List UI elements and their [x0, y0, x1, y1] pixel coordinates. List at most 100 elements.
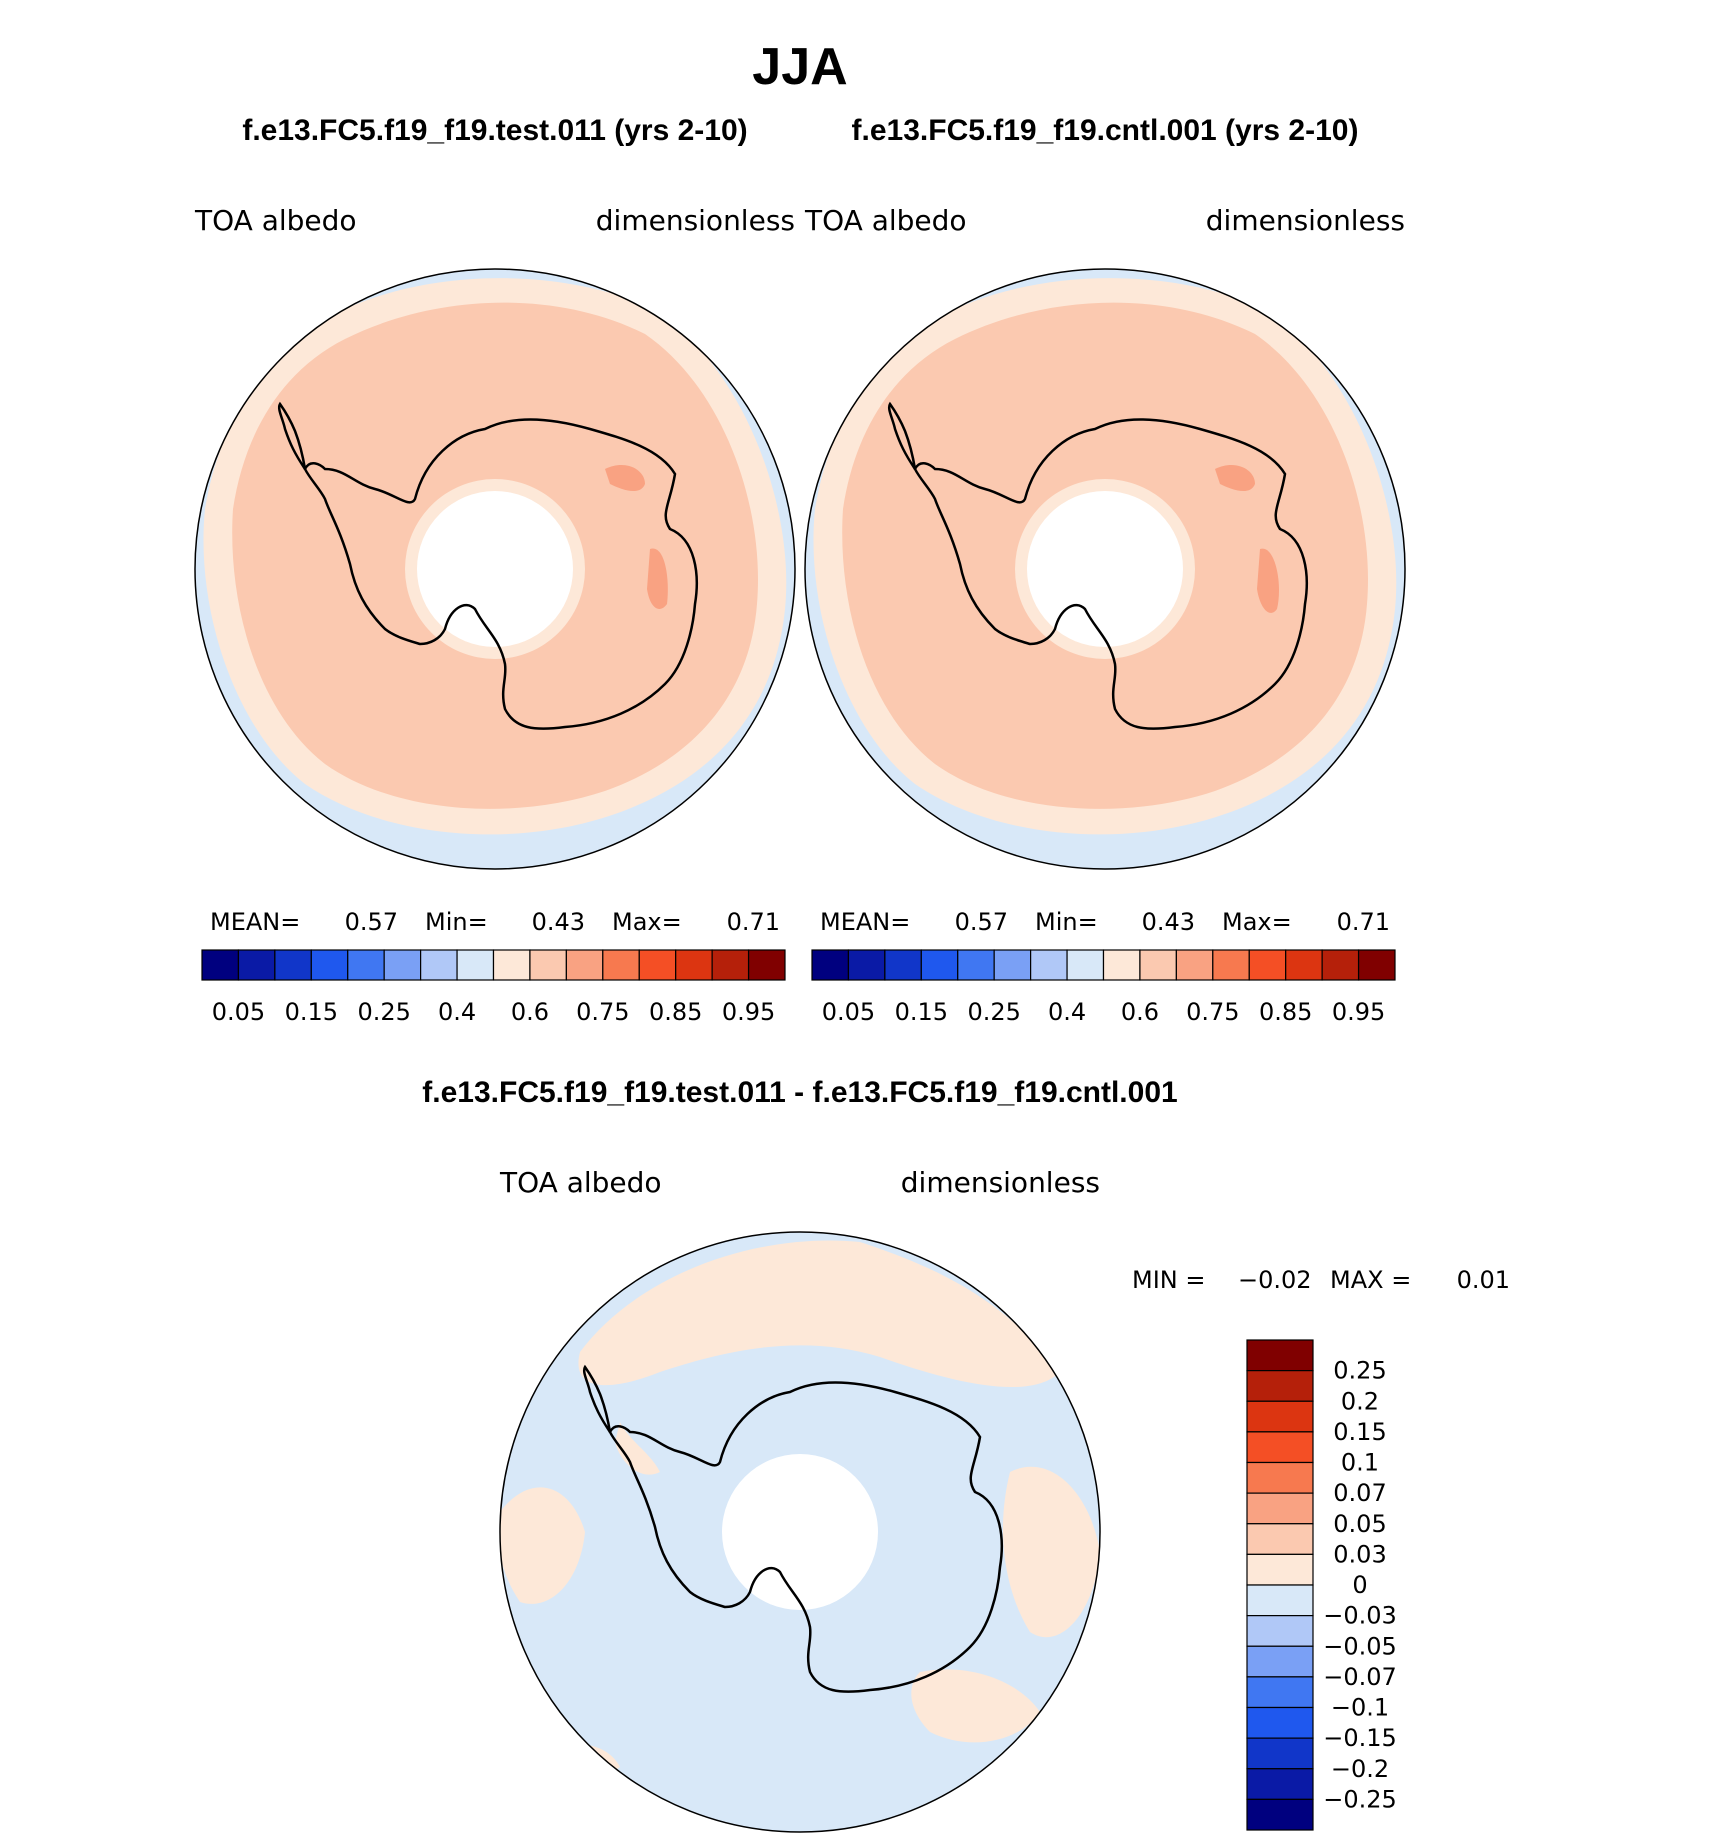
colorbar-right-tick-label: 0.95 [1332, 998, 1385, 1026]
map-right [804, 268, 1406, 870]
map-diff-pole-hole [722, 1454, 878, 1610]
panel-diff-case-title: f.e13.FC5.f19_f19.test.011 - f.e13.FC5.f… [422, 1076, 1177, 1109]
diff-min-label: MIN = [1132, 1266, 1205, 1294]
colorbar-left-swatch [310, 949, 349, 981]
panel-left-units: dimensionless [596, 204, 795, 237]
stat-min-label: Min= [1035, 908, 1098, 936]
stat-mean-value: 0.57 [955, 908, 1008, 936]
colorbar-right-tick-label: 0.6 [1121, 998, 1159, 1026]
colorbar-left-swatch [529, 949, 567, 981]
colorbar-diff-tick-label: 0.25 [1333, 1357, 1386, 1385]
colorbar-diff-tick-label: −0.25 [1323, 1785, 1397, 1813]
stat-min-value: 0.43 [1142, 908, 1195, 936]
colorbar-right-swatch [884, 949, 922, 981]
stat-max-value: 0.71 [727, 908, 780, 936]
colorbar-left-swatch [383, 949, 422, 981]
diff-max-value: 0.01 [1457, 1266, 1510, 1294]
stat-min-label: Min= [425, 908, 488, 936]
colorbar-right-swatch [1321, 949, 1360, 981]
colorbar-left-tick-label: 0.85 [649, 998, 702, 1026]
colorbar-left-swatch [456, 949, 495, 981]
stat-mean-label: MEAN= [210, 908, 300, 936]
colorbar-left-swatch [711, 949, 750, 981]
colorbar-diff-tick-label: −0.05 [1323, 1632, 1397, 1660]
colorbar-diff-swatch [1246, 1798, 1314, 1831]
colorbar-right-swatch [1285, 949, 1323, 981]
map-left-border [194, 268, 796, 870]
map-diff-patch-west [500, 1487, 585, 1604]
colorbar-diff-tick-label: −0.03 [1323, 1602, 1397, 1630]
colorbar-left-swatch [274, 949, 312, 981]
stat-mean-label: MEAN= [820, 908, 910, 936]
main-title: JJA [752, 38, 847, 96]
map-diff-patch-peninsula [615, 1422, 660, 1475]
map-diff-patch-southeast [911, 1669, 1040, 1743]
colorbar-left-tick-label: 0.6 [511, 998, 549, 1026]
panel-right-stats: MEAN= 0.57 Min= 0.43 Max= 0.71 [820, 908, 1390, 936]
colorbar-right-swatch [1030, 949, 1068, 981]
panel-diff-minmax: MIN = −0.02 MAX = 0.01 [1132, 1266, 1510, 1294]
panel-left-case-title: f.e13.FC5.f19_f19.test.011 (yrs 2-10) [242, 114, 747, 147]
colorbar-diff-swatch [1246, 1523, 1314, 1555]
colorbar-left-tick-label: 0.4 [438, 998, 476, 1026]
panel-left: f.e13.FC5.f19_f19.test.011 (yrs 2-10) TO… [194, 114, 796, 1026]
colorbar-left-tick-label: 0.75 [576, 998, 629, 1026]
map-right-border [804, 268, 1406, 870]
map-right-pole-hole [1027, 491, 1183, 647]
colorbar-right-swatch [1102, 949, 1141, 981]
colorbar-right-swatch [1357, 949, 1396, 981]
panel-left-stats: MEAN= 0.57 Min= 0.43 Max= 0.71 [210, 908, 780, 936]
colorbar-left-tick-label: 0.05 [212, 998, 265, 1026]
colorbar-left-swatch [638, 949, 677, 981]
colorbar-left-tick-label: 0.15 [285, 998, 338, 1026]
panel-diff: f.e13.FC5.f19_f19.test.011 - f.e13.FC5.f… [422, 1076, 1510, 1833]
colorbar-diff-swatch [1246, 1400, 1314, 1433]
colorbar-diff-swatch [1246, 1492, 1314, 1525]
colorbar-diff-tick-label: −0.2 [1331, 1755, 1389, 1783]
colorbar-right-swatch [847, 949, 886, 981]
colorbar-left-swatch [492, 949, 531, 981]
colorbar-left-swatch [347, 949, 385, 981]
stat-mean-value: 0.57 [345, 908, 398, 936]
stat-max-label: Max= [1222, 908, 1292, 936]
panel-left-variable: TOA albedo [194, 204, 357, 237]
map-diff-border [499, 1231, 1101, 1833]
colorbar-diff-tick-label: 0.15 [1333, 1418, 1386, 1446]
colorbar-right-swatch [1248, 949, 1287, 981]
map-diff-patch-north [578, 1240, 1060, 1388]
colorbar-right-swatch [957, 949, 995, 981]
colorbar-right-swatch [1175, 949, 1214, 981]
colorbar-diff-swatch [1246, 1339, 1314, 1372]
colorbar-diff-swatch [1246, 1645, 1314, 1678]
colorbar-diff-tick-label: 0.07 [1333, 1479, 1386, 1507]
colorbar-right-swatch [1066, 949, 1105, 981]
colorbar-right-swatch [811, 949, 850, 981]
colorbar-right-swatch [1139, 949, 1177, 981]
colorbar-diff-tick-label: −0.15 [1323, 1724, 1397, 1752]
colorbar-diff-tick-label: 0.2 [1341, 1387, 1379, 1415]
colorbar-diff-swatch [1246, 1768, 1314, 1800]
colorbar-diff-swatch [1246, 1461, 1314, 1494]
stat-max-value: 0.71 [1337, 908, 1390, 936]
colorbar-right-tick-label: 0.15 [895, 998, 948, 1026]
colorbar-diff-swatch [1246, 1431, 1314, 1464]
colorbar-diff: 0.250.2 0.15 0.10.07 0.050.03 0 −0.03−0.05 −0.… [1246, 1339, 1397, 1831]
colorbar-right-tick-label: 0.85 [1259, 998, 1312, 1026]
map-diff-patch-east [1002, 1466, 1100, 1638]
diff-min-value: −0.02 [1238, 1266, 1312, 1294]
map-left-pole-hole [417, 491, 573, 647]
colorbar-diff-tick-label: −0.07 [1323, 1663, 1397, 1691]
map-right-fill-peak-a [1215, 464, 1255, 492]
colorbar-diff-swatch [1246, 1706, 1314, 1739]
stat-min-value: 0.43 [532, 908, 585, 936]
colorbar-diff-swatch [1246, 1615, 1314, 1647]
panel-right-case-title: f.e13.FC5.f19_f19.cntl.001 (yrs 2-10) [852, 114, 1359, 147]
colorbar-left-tick-label: 0.95 [722, 998, 775, 1026]
colorbar-diff-swatch [1246, 1737, 1314, 1770]
colorbar-diff-swatch [1246, 1553, 1314, 1586]
panel-diff-variable: TOA albedo [499, 1166, 662, 1199]
map-left-fill-peak-a [605, 464, 645, 492]
colorbar-diff-swatch [1246, 1584, 1314, 1617]
colorbar-left: 0.05 0.15 0.25 0.4 0.6 0.75 0.85 0.95 [201, 949, 786, 1026]
